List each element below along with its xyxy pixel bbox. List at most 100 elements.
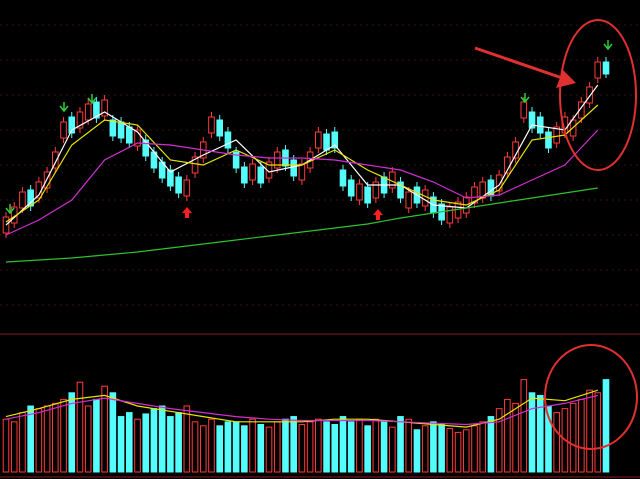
volume-bar bbox=[430, 421, 437, 473]
volume-bar bbox=[339, 416, 347, 473]
volume-bar bbox=[232, 421, 240, 473]
volume-bar bbox=[586, 389, 593, 473]
volume-bar bbox=[257, 423, 265, 473]
candle-body bbox=[216, 119, 223, 137]
volume-bar bbox=[134, 418, 141, 473]
candle-body bbox=[397, 181, 404, 199]
candle-body bbox=[208, 116, 215, 134]
candle-body bbox=[241, 166, 248, 184]
volume-bar bbox=[495, 408, 503, 473]
candle-body bbox=[578, 101, 585, 119]
volume-bar bbox=[265, 426, 273, 473]
candle-body bbox=[586, 86, 593, 104]
candle-body bbox=[298, 163, 306, 181]
candle-body bbox=[134, 129, 141, 147]
volume-bar bbox=[372, 418, 380, 473]
volume-bar bbox=[405, 418, 413, 473]
volume-bar bbox=[454, 431, 462, 473]
candle-body bbox=[60, 121, 67, 139]
candle-body bbox=[117, 121, 125, 139]
candle-body bbox=[52, 151, 59, 169]
moving-average-line bbox=[5, 104, 599, 223]
highlight-circle bbox=[559, 19, 637, 171]
candle-body bbox=[191, 156, 199, 174]
volume-bar bbox=[331, 423, 339, 473]
candle-body bbox=[84, 103, 92, 121]
candle-body bbox=[520, 101, 528, 119]
candle-body bbox=[93, 101, 100, 119]
volume-bar bbox=[109, 392, 117, 473]
down-arrow bbox=[5, 204, 15, 215]
down-arrow bbox=[87, 94, 97, 105]
moving-average-line bbox=[5, 394, 598, 426]
volume-bar bbox=[306, 421, 314, 473]
volume-bar bbox=[35, 408, 43, 473]
volume-bar bbox=[2, 418, 10, 473]
candle-body bbox=[167, 169, 174, 187]
candle-body bbox=[339, 169, 347, 187]
volume-bar bbox=[536, 394, 544, 473]
volume-bar bbox=[175, 412, 182, 473]
up-arrow bbox=[182, 207, 192, 218]
up-arrow bbox=[373, 209, 383, 220]
volume-bar bbox=[578, 398, 585, 473]
volume-bar bbox=[52, 402, 59, 473]
volume-bar bbox=[512, 402, 519, 473]
volume-bar bbox=[60, 398, 67, 473]
volume-bar bbox=[282, 418, 289, 473]
volume-bar bbox=[504, 398, 511, 473]
candle-body bbox=[125, 126, 133, 144]
volume-bar bbox=[315, 418, 322, 473]
candle-body bbox=[224, 131, 232, 149]
candle-body bbox=[76, 111, 84, 129]
volume-bar bbox=[216, 425, 223, 473]
candle-body bbox=[405, 191, 413, 209]
volume-bar bbox=[10, 421, 18, 473]
candle-body bbox=[364, 186, 371, 204]
pointer-arrow bbox=[474, 46, 569, 82]
volume-bar bbox=[380, 421, 388, 473]
volume-bar bbox=[158, 405, 166, 473]
candle-body bbox=[68, 116, 76, 134]
candle-body bbox=[421, 189, 429, 207]
candle-body bbox=[331, 131, 339, 149]
candle-body bbox=[495, 174, 503, 192]
volume-bar bbox=[167, 416, 174, 473]
volume-bar bbox=[101, 385, 108, 473]
volume-bar bbox=[356, 418, 363, 473]
pointer-arrow-head bbox=[556, 70, 576, 88]
volume-bar bbox=[479, 421, 487, 473]
candle-body bbox=[315, 131, 322, 149]
candle-body bbox=[372, 181, 380, 199]
volume-bar bbox=[528, 392, 536, 473]
volume-bar bbox=[438, 423, 445, 473]
volume-bar bbox=[602, 379, 610, 473]
candle-body bbox=[101, 99, 108, 117]
volume-bar bbox=[364, 425, 371, 473]
candle-body bbox=[553, 126, 560, 144]
candle-body bbox=[142, 139, 150, 157]
volume-bar bbox=[471, 425, 478, 473]
volume-bar bbox=[397, 416, 404, 473]
volume-bar bbox=[68, 392, 76, 473]
candle-body bbox=[183, 179, 191, 197]
candle-body bbox=[545, 131, 552, 149]
volume-bar bbox=[191, 421, 199, 473]
volume-bar bbox=[117, 416, 125, 473]
volume-bar bbox=[27, 405, 34, 473]
highlight-circle bbox=[544, 344, 638, 450]
volume-bar bbox=[93, 398, 100, 473]
volume-bar bbox=[76, 381, 84, 473]
candle-body bbox=[446, 206, 454, 224]
volume-bar bbox=[421, 425, 429, 473]
volume-bar bbox=[19, 412, 26, 473]
volume-bar bbox=[150, 408, 158, 473]
volume-bar bbox=[290, 416, 297, 473]
down-arrow bbox=[603, 40, 613, 51]
candle-body bbox=[323, 133, 330, 151]
candle-body bbox=[347, 179, 355, 197]
moving-average-line bbox=[5, 187, 598, 263]
volume-bar bbox=[249, 418, 256, 473]
volume-bar bbox=[462, 429, 470, 473]
